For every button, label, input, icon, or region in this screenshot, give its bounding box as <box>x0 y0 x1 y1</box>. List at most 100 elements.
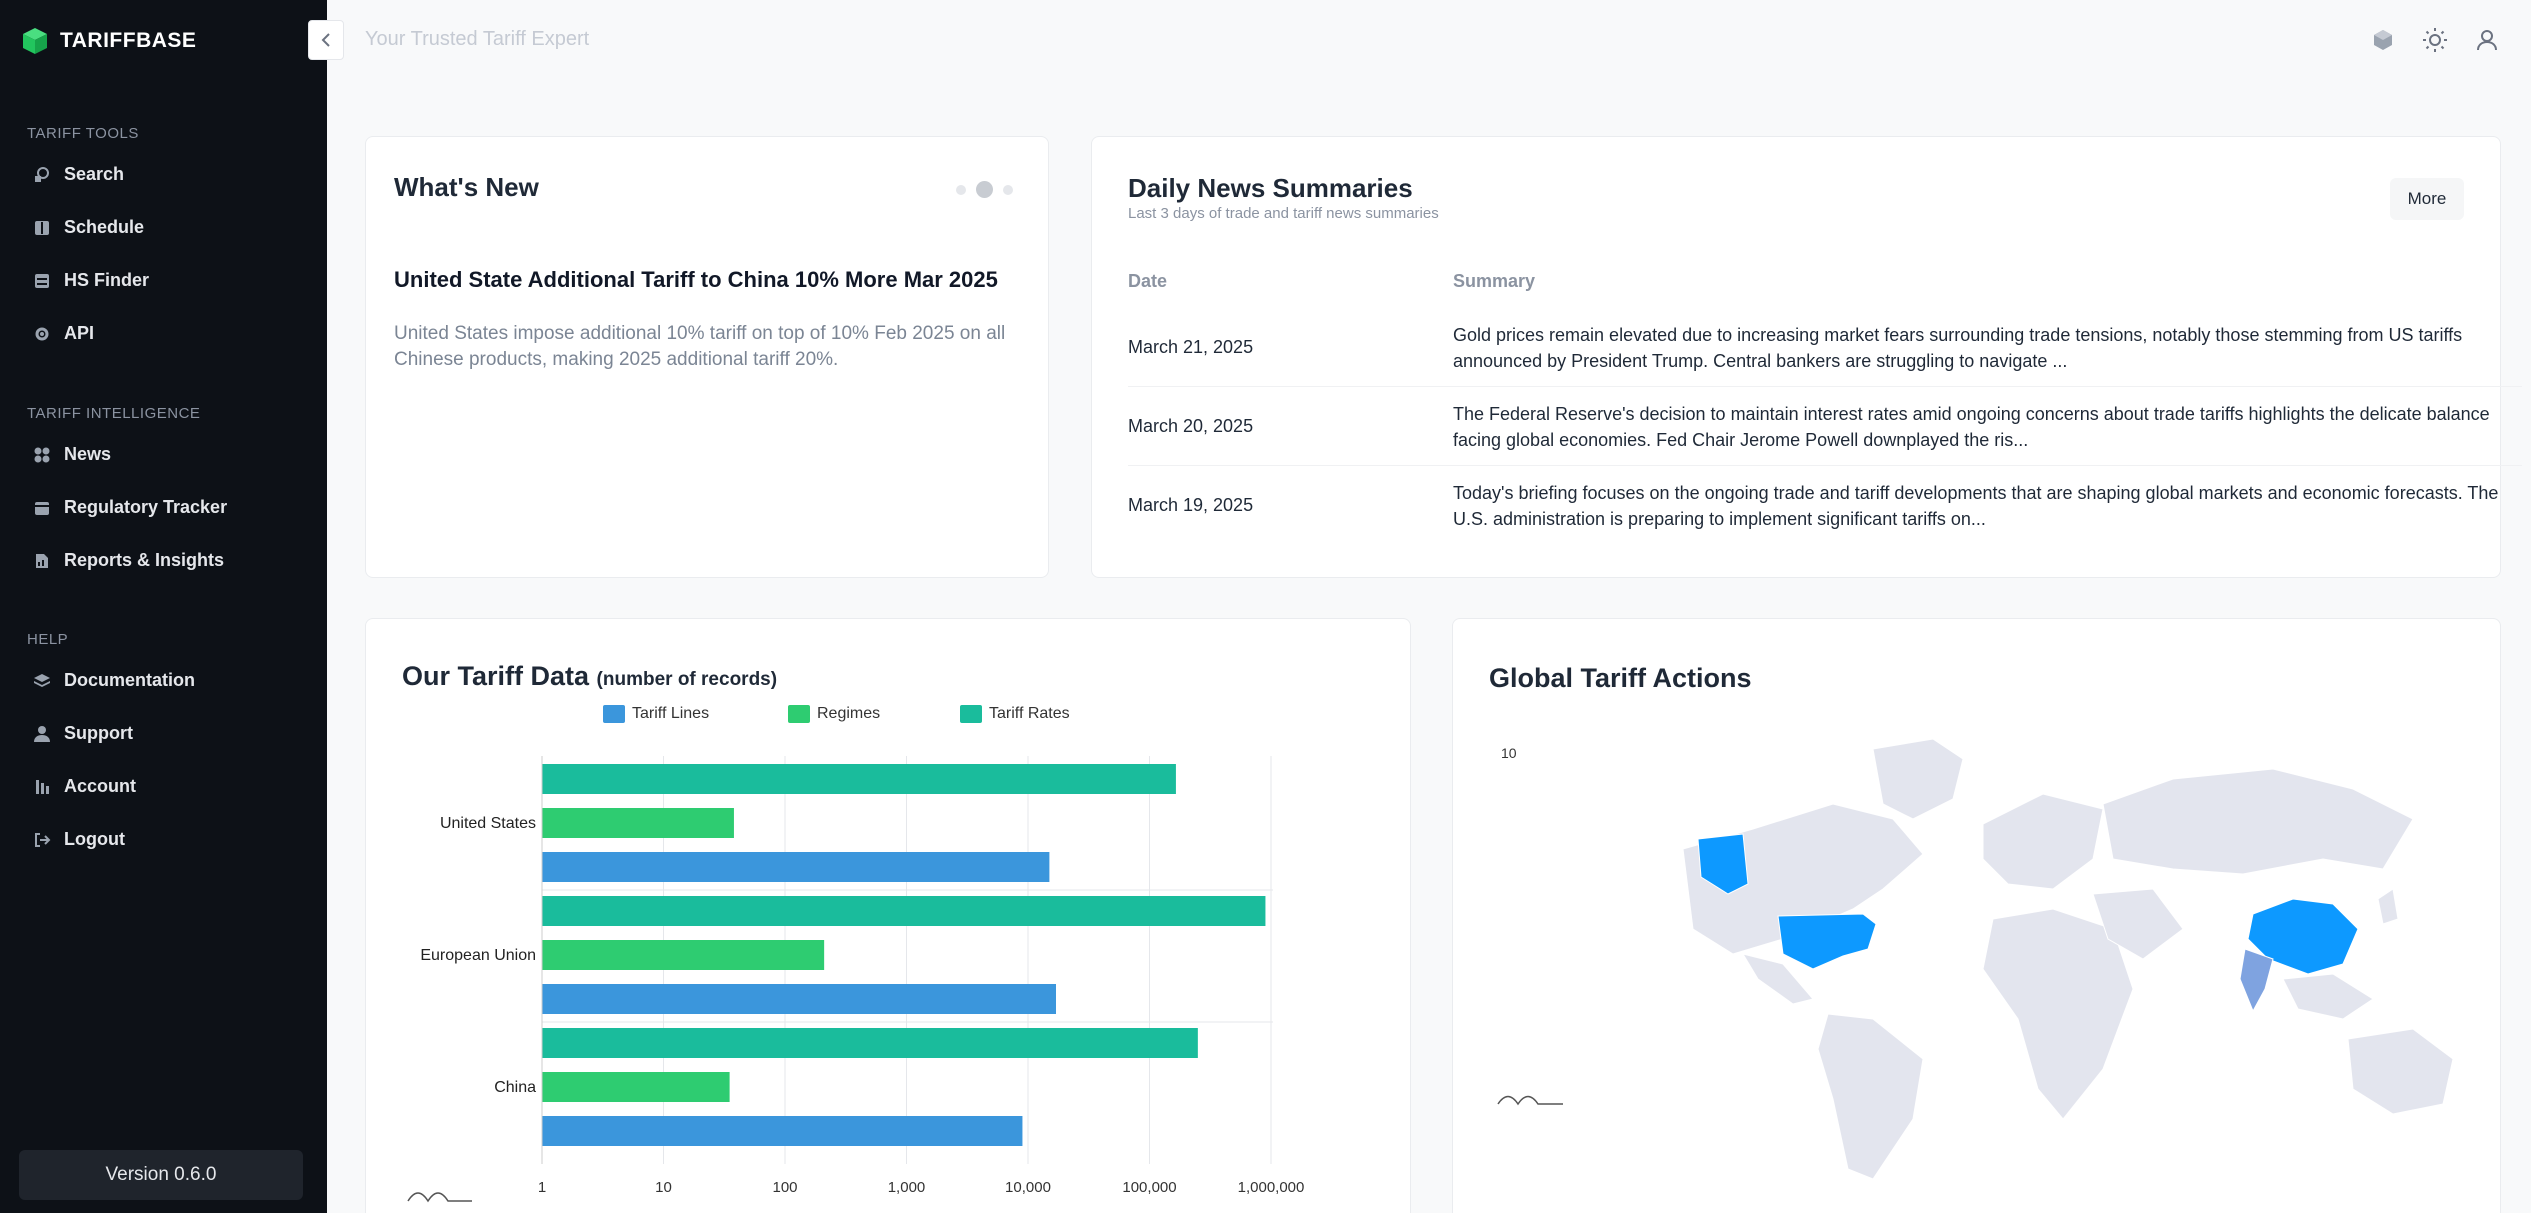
news-date: March 19, 2025 <box>1128 495 1254 515</box>
user-profile-icon[interactable] <box>2473 26 2501 54</box>
logout-icon <box>32 830 52 850</box>
sidebar-item-documentation[interactable]: Documentation <box>0 654 327 707</box>
table-row[interactable]: March 19, 2025 Today's briefing focuses … <box>1128 466 2522 545</box>
map-legend-icon <box>1497 1095 1563 1106</box>
news-summary: The Federal Reserve's decision to mainta… <box>1453 403 2490 450</box>
carousel-dot[interactable] <box>1003 184 1013 195</box>
sidebar-item-news[interactable]: News <box>0 428 327 481</box>
x-tick-label: 10,000 <box>1005 1179 1051 1196</box>
app-tagline: Your Trusted Tariff Expert <box>365 28 590 50</box>
sidebar-item-label: Account <box>64 776 136 796</box>
world-map[interactable] <box>1453 619 2502 1213</box>
search-icon <box>32 165 52 185</box>
global-tariff-map-card: Global Tariff Actions 10 <box>1452 618 2501 1213</box>
card-subtitle: Last 3 days of trade and tariff news sum… <box>1128 205 1439 222</box>
table-row[interactable]: March 21, 2025 Gold prices remain elevat… <box>1128 308 2522 387</box>
map-region-europe <box>1982 793 2104 890</box>
tariff-data-card: Our Tariff Data (number of records) Tari… <box>365 618 1411 1213</box>
map-region-central-america <box>1741 953 1814 1005</box>
sidebar-item-support[interactable]: Support <box>0 707 327 760</box>
map-region-southeast-asia <box>2282 973 2374 1020</box>
map-region-united-states <box>1777 913 1877 970</box>
whats-new-card: What's New United State Additional Tarif… <box>365 136 1049 578</box>
theme-toggle-sun-icon[interactable] <box>2421 26 2449 54</box>
x-tick-label: 100 <box>772 1179 797 1196</box>
chart-bar <box>542 896 1266 926</box>
account-icon <box>32 777 52 797</box>
legend-swatch <box>603 705 625 723</box>
collapse-sidebar-button[interactable] <box>308 20 344 60</box>
tariff-bar-chart: 1 10 100 1,000 10,000 100,000 1,000,000 United … <box>407 756 1305 1203</box>
map-region-middle-east <box>2092 888 2184 960</box>
sidebar-item-label: Documentation <box>64 670 196 690</box>
card-title: Global Tariff Actions <box>1489 663 1752 693</box>
chart-bar <box>542 940 825 970</box>
sidebar-item-api[interactable]: API <box>0 307 327 360</box>
table-row[interactable]: March 20, 2025 The Federal Reserve's dec… <box>1128 387 2522 466</box>
chart-bar <box>542 1116 1023 1146</box>
sidebar-item-label: API <box>64 323 95 343</box>
sidebar-item-account[interactable]: Account <box>0 760 327 813</box>
chart-title: Our Tariff Data (number of records) <box>402 661 778 691</box>
sidebar-item-schedule[interactable]: Schedule <box>0 201 327 254</box>
chart-bar <box>542 1028 1198 1058</box>
sidebar-item-regulatory-tracker[interactable]: Regulatory Tracker <box>0 481 327 534</box>
daily-news-card: Daily News Summaries Last 3 days of trad… <box>1091 136 2522 578</box>
x-tick-label: 1,000 <box>888 1179 926 1196</box>
legend-swatch <box>788 705 810 723</box>
news-summary: Gold prices remain elevated due to incre… <box>1453 324 2463 371</box>
column-header-date: Date <box>1128 271 1168 291</box>
sidebar-item-logout[interactable]: Logout <box>0 813 327 866</box>
card-title: What's New <box>394 172 539 202</box>
legend-swatch <box>960 705 982 723</box>
cube-logo-icon <box>23 28 47 54</box>
news-date: March 21, 2025 <box>1128 337 1254 357</box>
column-header-summary: Summary <box>1453 271 1536 291</box>
map-region-africa <box>1982 908 2134 1120</box>
layers-icon <box>32 671 52 691</box>
map-region-greenland <box>1872 738 1964 820</box>
nav-section-tariff-intelligence: TARIFF INTELLIGENCE News Regulatory Trac… <box>0 400 327 587</box>
news-headline[interactable]: United State Additional Tariff to China … <box>394 267 998 292</box>
legend-item[interactable]: Tariff Lines <box>603 705 709 723</box>
legend-item[interactable]: Regimes <box>788 705 880 723</box>
package-icon[interactable] <box>2369 26 2397 54</box>
map-region-australia <box>2347 1028 2454 1115</box>
map-region-south-america <box>1817 1013 1924 1180</box>
y-category-label: European Union <box>420 947 536 964</box>
more-button[interactable]: More <box>2390 178 2464 220</box>
sidebar-item-label: HS Finder <box>64 270 150 290</box>
chart-bar <box>542 808 734 838</box>
y-category-label: United States <box>440 815 536 832</box>
chart-bar <box>542 764 1176 794</box>
news-date: March 20, 2025 <box>1128 416 1254 436</box>
chart-bar <box>542 1072 730 1102</box>
map-region-alaska <box>1697 833 1749 895</box>
sidebar-item-label: Support <box>64 723 133 743</box>
sidebar-item-search[interactable]: Search <box>0 148 327 201</box>
x-tick-label: 1,000,000 <box>1238 1179 1305 1196</box>
legend-item[interactable]: Tariff Rates <box>960 705 1070 723</box>
top-toolbar <box>2369 26 2501 54</box>
nav-heading: TARIFF TOOLS <box>27 125 139 142</box>
sidebar-item-hs-finder[interactable]: HS Finder <box>0 254 327 307</box>
sidebar-item-reports-insights[interactable]: Reports & Insights <box>0 534 327 587</box>
card-title: Daily News Summaries <box>1128 173 1413 203</box>
map-region-india <box>2239 948 2274 1013</box>
chart-bar <box>542 852 1050 882</box>
map-region-japan <box>2377 888 2399 925</box>
map-scale-label: 10 <box>1501 745 1517 761</box>
nav-section-tariff-tools: TARIFF TOOLS Search Schedule HS Finder A… <box>0 120 327 360</box>
carousel-dots <box>956 181 1013 198</box>
carousel-dot-active[interactable] <box>976 181 993 198</box>
app-logo[interactable]: TARIFFBASE <box>20 26 196 56</box>
user-support-icon <box>32 724 52 744</box>
book-icon <box>32 218 52 238</box>
nav-heading: HELP <box>27 631 69 648</box>
chart-legend-icon <box>407 1192 472 1203</box>
sidebar-item-label: Regulatory Tracker <box>64 497 228 517</box>
carousel-dot[interactable] <box>956 184 966 195</box>
sidebar-item-label: News <box>64 444 112 464</box>
map-region-china <box>2247 898 2359 975</box>
chart-bar <box>542 984 1056 1014</box>
